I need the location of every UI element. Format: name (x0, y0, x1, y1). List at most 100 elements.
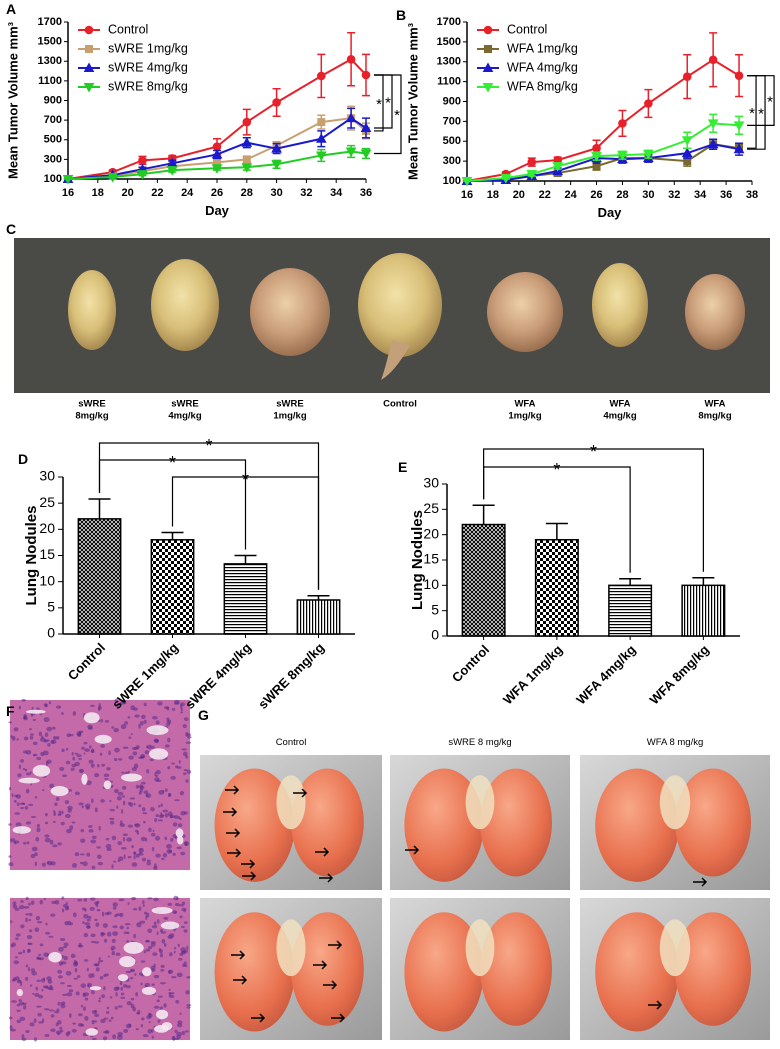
texture (83, 1006, 86, 1012)
texture (153, 921, 157, 926)
texture (119, 925, 124, 930)
texture (147, 1028, 153, 1034)
texture (134, 714, 140, 718)
texture (172, 822, 178, 827)
texture (129, 969, 134, 972)
marker (345, 147, 357, 158)
texture (156, 931, 159, 936)
texture (155, 779, 162, 782)
texture (180, 704, 183, 709)
texture (86, 852, 91, 857)
texture (12, 977, 17, 981)
texture (49, 783, 55, 789)
texture (165, 844, 172, 849)
texture (176, 972, 183, 978)
texture (34, 861, 38, 867)
texture (55, 705, 62, 709)
texture (12, 904, 18, 909)
marker (734, 71, 744, 80)
texture (179, 790, 185, 796)
texture (76, 731, 82, 737)
texture (129, 976, 134, 980)
texture (118, 956, 136, 968)
texture (61, 896, 65, 900)
texture (183, 921, 188, 924)
marker (211, 164, 223, 174)
significance-label: * (767, 94, 773, 111)
texture (90, 749, 95, 753)
texture (115, 991, 118, 997)
texture (89, 745, 92, 749)
texture (120, 992, 125, 996)
texture (176, 1034, 181, 1040)
texture (8, 787, 12, 791)
arrow (293, 788, 308, 798)
texture (135, 853, 140, 858)
texture (118, 856, 124, 861)
texture (127, 716, 131, 719)
texture (36, 823, 41, 828)
texture (174, 911, 177, 914)
marker (242, 155, 251, 164)
texture (44, 1008, 50, 1011)
texture (152, 829, 155, 832)
texture (61, 748, 65, 753)
texture (169, 933, 175, 939)
texture (186, 1006, 191, 1009)
texture (84, 1015, 89, 1021)
lung (675, 912, 751, 1026)
texture (129, 797, 136, 800)
texture (179, 1012, 182, 1015)
tumor (151, 259, 219, 351)
texture (95, 967, 100, 972)
texture (57, 969, 63, 974)
texture (128, 755, 134, 760)
marker (618, 119, 627, 128)
texture (168, 849, 173, 854)
texture (153, 897, 159, 902)
x-tick-label: 20 (513, 189, 525, 201)
tumor-label: sWRE (78, 399, 105, 410)
texture (122, 701, 127, 705)
arrow (405, 845, 420, 855)
texture (93, 1020, 98, 1023)
texture (142, 903, 145, 907)
texture (127, 824, 134, 828)
texture (66, 992, 73, 997)
texture (46, 759, 52, 764)
texture (56, 1008, 60, 1012)
texture (16, 738, 20, 741)
texture (183, 929, 188, 933)
texture (36, 827, 41, 833)
texture (58, 946, 64, 952)
texture (111, 726, 115, 729)
panel-label: D (18, 451, 28, 467)
texture (63, 955, 68, 961)
lung (404, 768, 484, 882)
marker (272, 98, 281, 107)
texture (89, 897, 96, 901)
lung (480, 768, 552, 877)
texture (56, 736, 60, 740)
heart (659, 919, 691, 977)
texture (124, 721, 129, 725)
photo-title: sWRE 8 mg/kg (448, 737, 511, 748)
texture (62, 945, 68, 949)
texture (151, 846, 155, 852)
significance-bracket (98, 459, 247, 550)
texture (36, 1005, 42, 1008)
texture (13, 960, 20, 965)
texture (168, 793, 171, 797)
texture (176, 1023, 183, 1028)
texture (99, 752, 103, 756)
x-tick-label: Control (449, 642, 492, 685)
tumor-label: 4mg/kg (168, 411, 201, 422)
x-tick-label: 18 (92, 187, 104, 199)
texture (130, 896, 137, 901)
texture (164, 812, 169, 818)
marker (83, 62, 95, 72)
texture (30, 853, 36, 859)
texture (114, 698, 119, 702)
significance-bracket (374, 74, 402, 155)
tumor-label: WFA (704, 399, 725, 410)
